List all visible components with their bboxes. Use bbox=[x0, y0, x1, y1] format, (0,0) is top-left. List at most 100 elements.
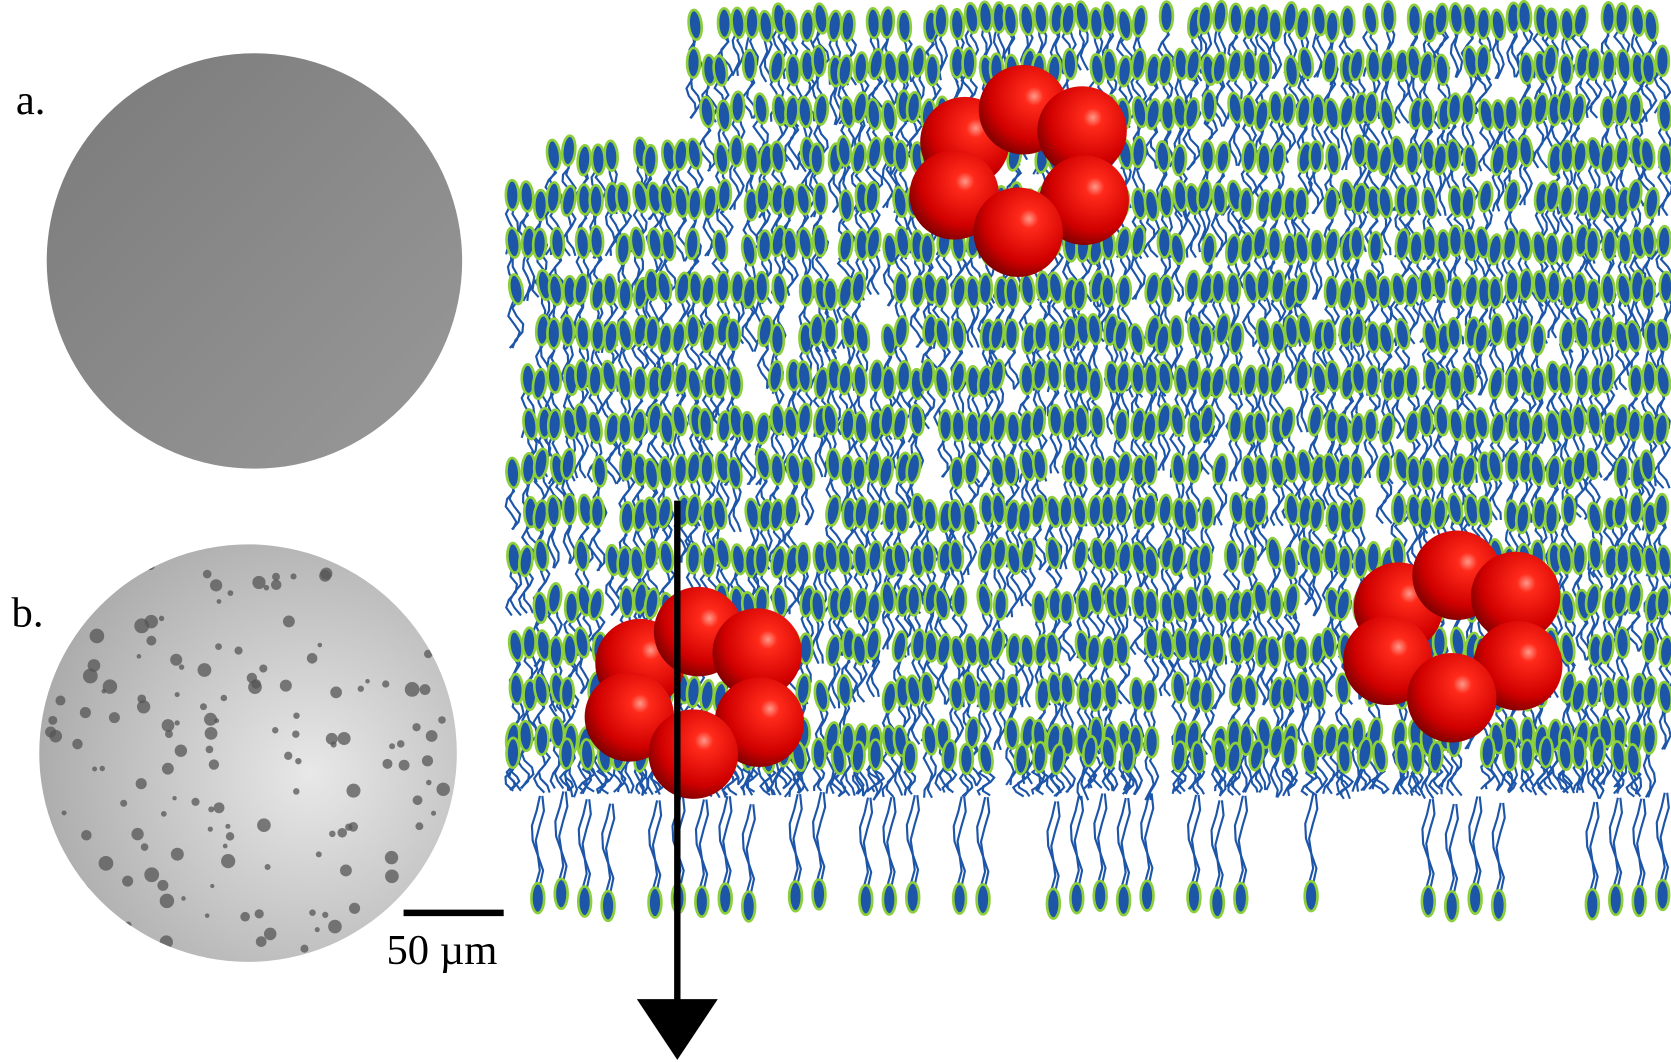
lipid-head bbox=[1405, 186, 1419, 216]
lipid-head bbox=[699, 680, 715, 711]
lipid-head bbox=[768, 51, 785, 82]
lipid-head bbox=[784, 495, 798, 525]
lipid-head bbox=[1268, 11, 1281, 41]
protein-subunit bbox=[1407, 653, 1496, 742]
lipid-head bbox=[619, 449, 635, 480]
lipid-head bbox=[1601, 50, 1616, 81]
domain bbox=[234, 647, 242, 655]
lipid-head bbox=[964, 453, 979, 484]
lipid-head bbox=[645, 317, 659, 347]
lipid-head bbox=[854, 412, 868, 442]
lipid-head bbox=[1429, 742, 1443, 772]
lipid-head bbox=[1308, 545, 1323, 576]
domain bbox=[165, 730, 173, 738]
lipid-head bbox=[1227, 274, 1241, 304]
lipid-head bbox=[1215, 142, 1230, 173]
lipid-head bbox=[1586, 229, 1599, 259]
lipid-head bbox=[883, 885, 896, 915]
lipid-head bbox=[1418, 405, 1433, 436]
lipid-head bbox=[1351, 315, 1365, 345]
lipid-head bbox=[1002, 5, 1018, 36]
lipid-head bbox=[1447, 493, 1464, 524]
domain bbox=[57, 629, 62, 634]
lipid-head bbox=[840, 11, 855, 42]
lipid-head bbox=[550, 637, 563, 667]
domain bbox=[337, 828, 347, 838]
lipid-head bbox=[1094, 881, 1107, 911]
lipid-head bbox=[563, 494, 576, 524]
lipid-head bbox=[1518, 136, 1533, 167]
lipid-head bbox=[894, 141, 908, 171]
lipid-head bbox=[1170, 316, 1183, 346]
lipid-head bbox=[1362, 3, 1380, 35]
lipid-tail bbox=[857, 660, 867, 702]
lipid-head bbox=[1547, 271, 1560, 301]
domain bbox=[81, 830, 91, 840]
domain bbox=[137, 695, 146, 704]
lipid-head bbox=[1030, 406, 1045, 437]
lipid-head bbox=[1599, 633, 1615, 664]
lipid-head bbox=[1003, 455, 1017, 485]
lipid-head bbox=[728, 367, 743, 398]
lipid-head bbox=[756, 181, 771, 212]
lipid-head bbox=[1200, 498, 1214, 528]
lipid-head bbox=[1628, 493, 1643, 524]
domain bbox=[426, 780, 432, 786]
lipid-head bbox=[702, 546, 716, 576]
lipid-head bbox=[546, 496, 560, 526]
lipid-head bbox=[797, 543, 810, 573]
lipid-head bbox=[1073, 456, 1086, 486]
lipid-head bbox=[992, 538, 1008, 569]
domain bbox=[141, 843, 149, 851]
lipid-head bbox=[1656, 587, 1671, 618]
domain bbox=[68, 569, 76, 577]
lipid-head bbox=[586, 412, 603, 443]
lipid-head bbox=[933, 367, 950, 398]
domain bbox=[318, 643, 323, 648]
lipid-head bbox=[1404, 275, 1420, 306]
lipid-head bbox=[591, 497, 604, 527]
lipid-head bbox=[1539, 737, 1553, 767]
lipid-head bbox=[523, 628, 536, 658]
lipid-head bbox=[1614, 138, 1630, 169]
lipid-head bbox=[1520, 740, 1534, 770]
lipid-head bbox=[1644, 188, 1660, 219]
lipid-head bbox=[548, 409, 562, 439]
lipid-head bbox=[1450, 277, 1463, 307]
lipid-head bbox=[604, 140, 619, 171]
lipid-head bbox=[1266, 537, 1283, 568]
lipid-head bbox=[1242, 141, 1257, 172]
lipid-head bbox=[1543, 46, 1558, 77]
lipid-head bbox=[1188, 882, 1201, 912]
lipid-head bbox=[717, 180, 731, 211]
lipid-head bbox=[1422, 886, 1435, 916]
domain bbox=[125, 922, 132, 929]
lipid-head bbox=[546, 362, 561, 393]
lipid-head bbox=[1199, 681, 1213, 711]
domain bbox=[328, 920, 342, 934]
domain bbox=[162, 719, 175, 732]
lipid-head bbox=[1089, 369, 1102, 399]
domain bbox=[412, 723, 420, 731]
lipid-head bbox=[1445, 891, 1458, 921]
lipid-head bbox=[840, 409, 855, 440]
lipid-head bbox=[1203, 91, 1216, 121]
domain bbox=[221, 695, 228, 702]
lipid-tail bbox=[510, 569, 521, 616]
lipid-head bbox=[1324, 188, 1339, 219]
lipid-head bbox=[1505, 98, 1518, 128]
lipid-head bbox=[533, 229, 547, 259]
lipid-head bbox=[1253, 100, 1270, 131]
lipid-head bbox=[1090, 406, 1105, 437]
domain bbox=[172, 796, 176, 800]
lipid-head bbox=[1369, 232, 1383, 262]
lipid-head bbox=[550, 228, 564, 258]
lipid-head bbox=[1169, 405, 1186, 436]
lipid-head bbox=[1506, 367, 1520, 397]
lipid-head bbox=[1269, 588, 1283, 618]
domain bbox=[265, 864, 271, 870]
lipid-head bbox=[561, 135, 577, 166]
lipid-head bbox=[852, 365, 867, 396]
lipid-head bbox=[1283, 584, 1300, 615]
domain bbox=[226, 832, 234, 840]
